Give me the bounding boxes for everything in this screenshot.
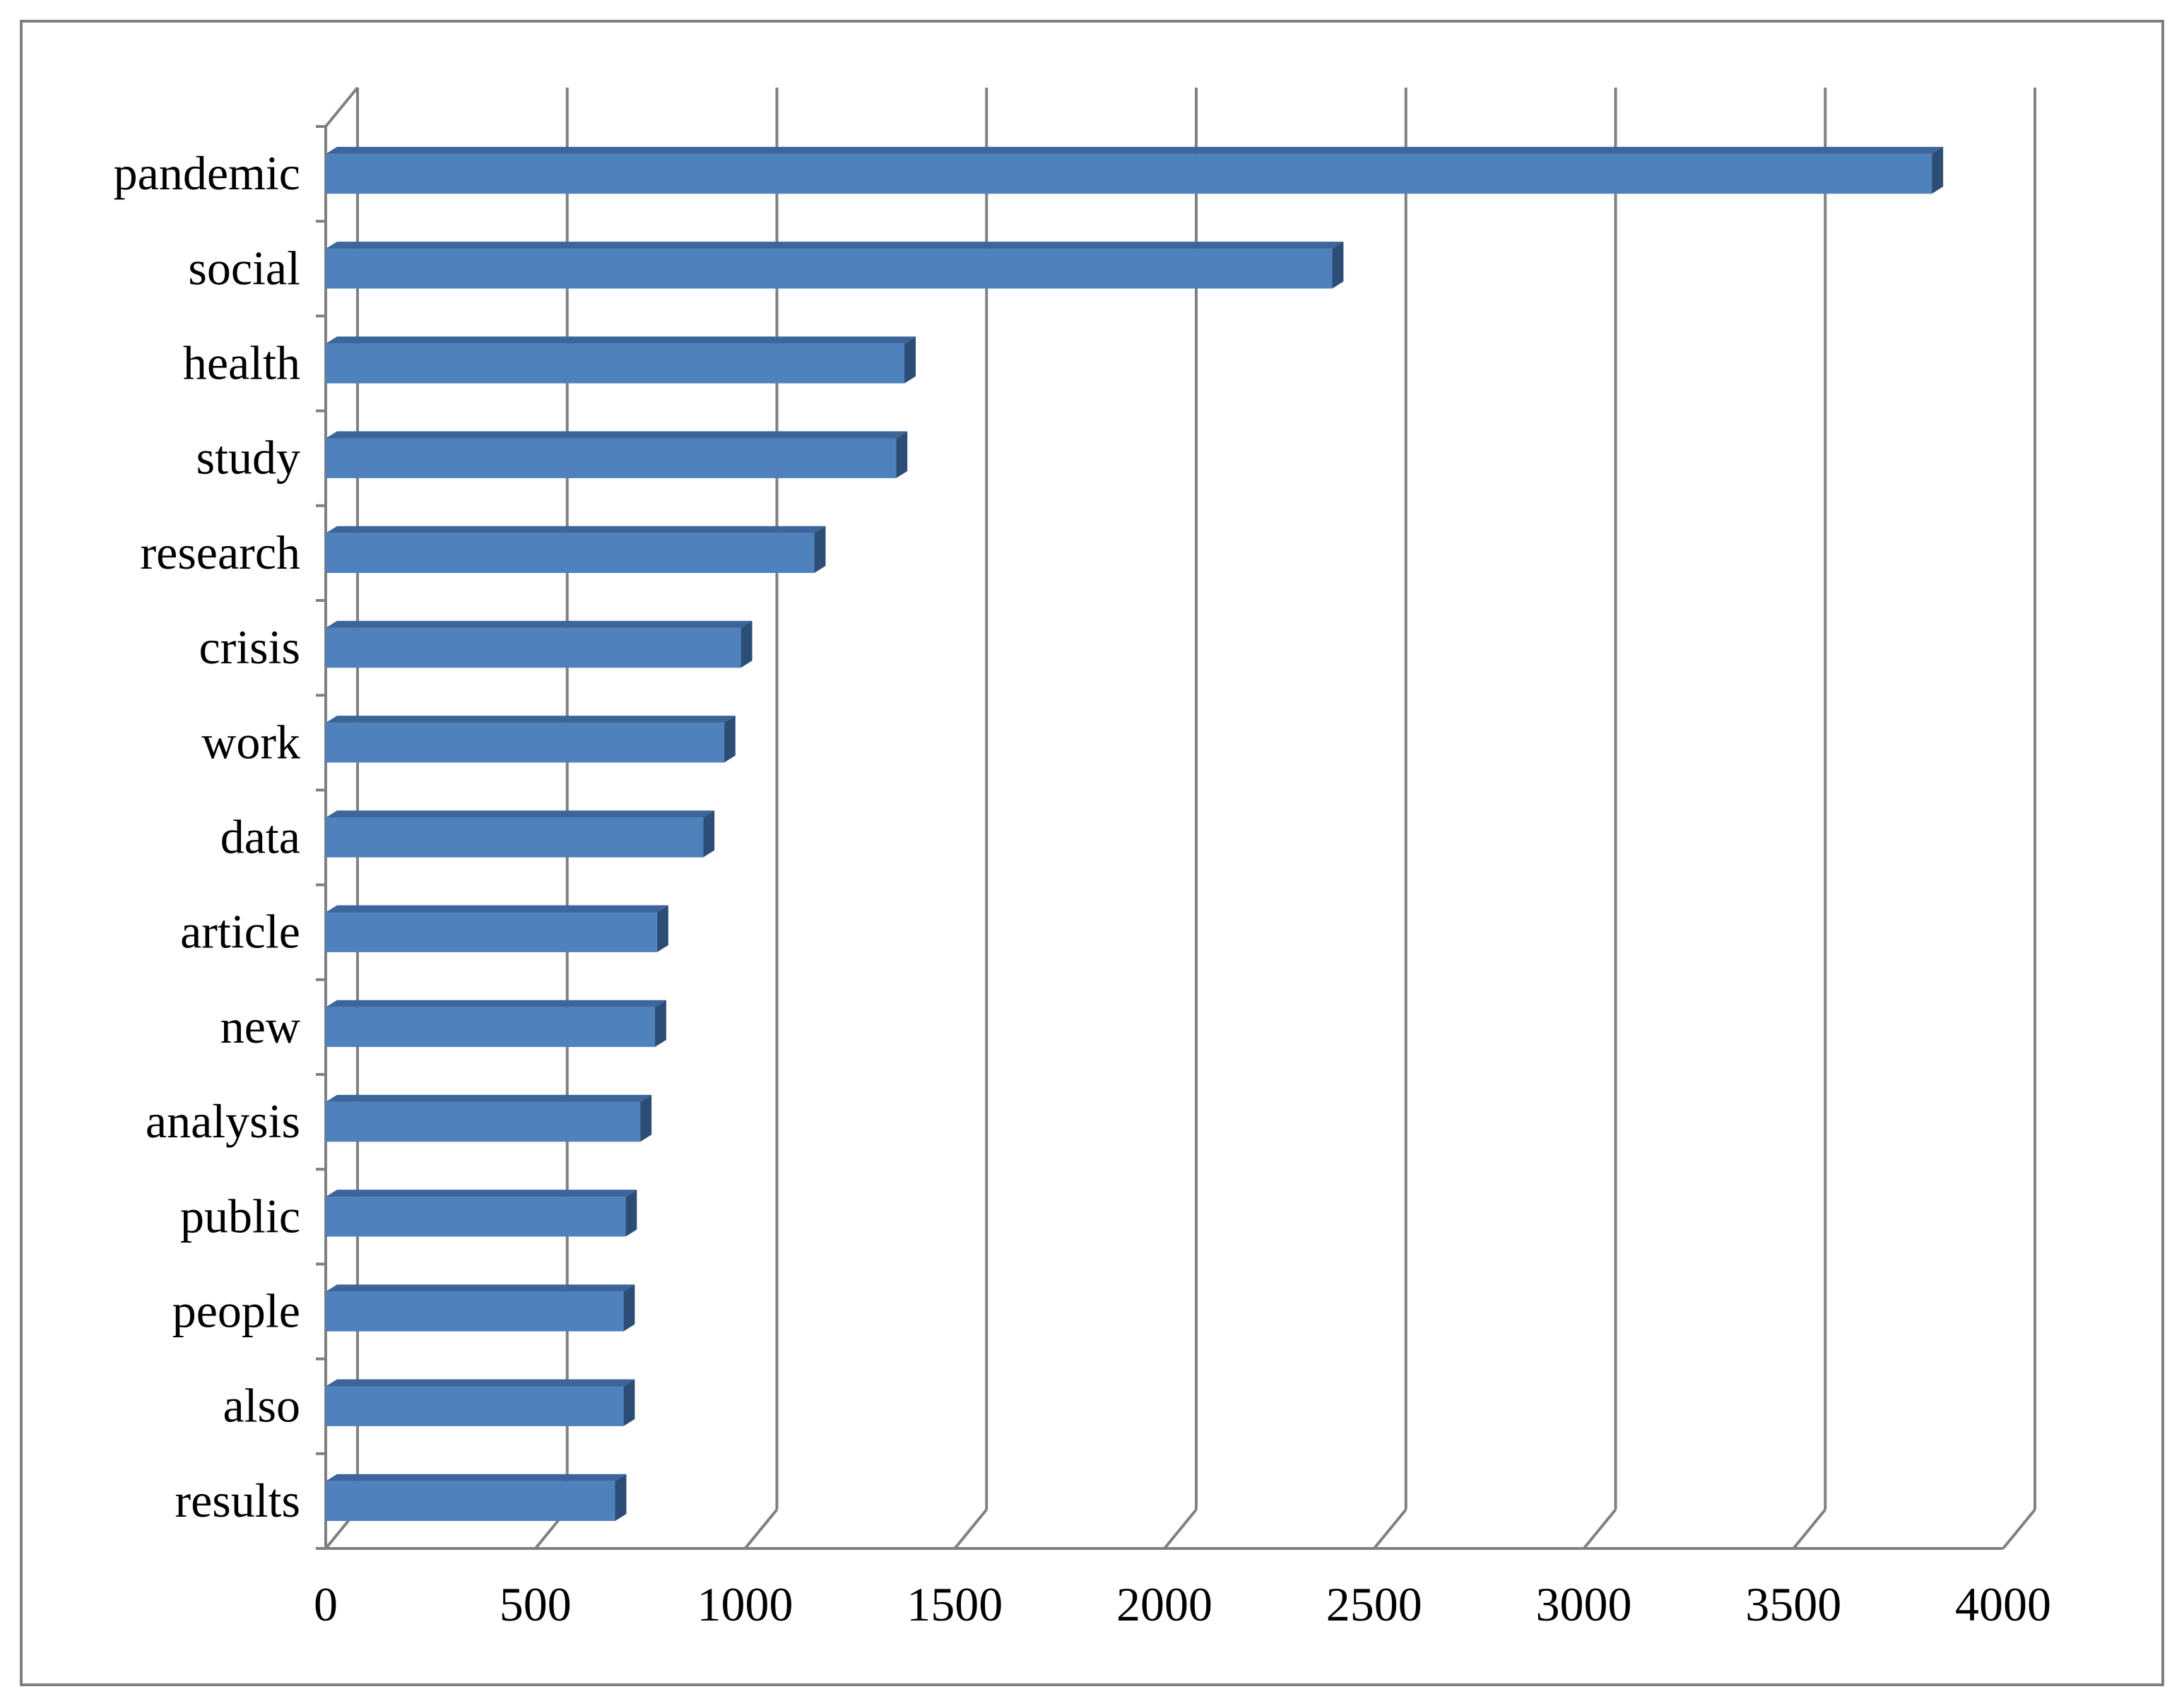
floor-gridline bbox=[743, 1508, 779, 1550]
chart-frame: pandemic social health study research crisis w… bbox=[20, 20, 2164, 1686]
category-label: also bbox=[223, 1379, 300, 1433]
bar-side-face bbox=[654, 1000, 666, 1048]
bar-top-face bbox=[326, 1474, 627, 1481]
bar-side-face bbox=[724, 716, 736, 763]
bar-side-face bbox=[740, 620, 752, 668]
bar-side-face bbox=[1332, 242, 1344, 289]
bar-data bbox=[326, 810, 715, 858]
x-tick-label: 3500 bbox=[1745, 1577, 1841, 1631]
category-label: study bbox=[196, 431, 300, 485]
bar-front-face bbox=[326, 627, 741, 668]
category-label: results bbox=[175, 1474, 300, 1527]
x-tick-label: 0 bbox=[314, 1577, 338, 1631]
bar-side-face bbox=[656, 905, 668, 952]
bar-people bbox=[326, 1284, 635, 1332]
bar-front-face bbox=[326, 1481, 615, 1522]
bar-side-face bbox=[1932, 146, 1944, 194]
x-tick-label: 500 bbox=[500, 1577, 572, 1631]
bar-front-face bbox=[326, 723, 724, 763]
category-label: data bbox=[220, 810, 300, 864]
bar-side-face bbox=[625, 1190, 637, 1237]
bar-front-face bbox=[326, 153, 1932, 194]
bar-side-face bbox=[623, 1379, 635, 1426]
bar-side-face bbox=[703, 810, 715, 858]
bar-side-face bbox=[814, 526, 826, 574]
bar-social bbox=[326, 242, 1344, 289]
bar-side-face bbox=[623, 1284, 635, 1332]
bar-top-face bbox=[326, 1094, 652, 1102]
bar-work bbox=[326, 716, 736, 763]
bar-top-face bbox=[326, 905, 668, 913]
bar-pandemic bbox=[326, 146, 1944, 194]
bar-results bbox=[326, 1474, 627, 1522]
x-tick-label: 2500 bbox=[1326, 1577, 1422, 1631]
bar-top-face bbox=[326, 146, 1944, 154]
bar-top-face bbox=[326, 1190, 637, 1197]
category-label: new bbox=[220, 1000, 300, 1053]
category-label: pandemic bbox=[114, 146, 300, 200]
category-label: analysis bbox=[146, 1094, 300, 1148]
bar-front-face bbox=[326, 1386, 624, 1426]
bar-research bbox=[326, 526, 826, 574]
bar-front-face bbox=[326, 1101, 641, 1142]
bar-front-face bbox=[326, 343, 905, 384]
category-label: crisis bbox=[199, 620, 300, 674]
floor-gridline bbox=[1792, 1508, 1826, 1550]
bar-chart: pandemic social health study research crisis w… bbox=[114, 86, 2051, 1631]
bar-analysis bbox=[326, 1094, 652, 1142]
bar-top-face bbox=[326, 1000, 666, 1007]
x-tick-label: 1000 bbox=[697, 1577, 793, 1631]
category-label: social bbox=[188, 241, 300, 295]
y-axis-top-edge bbox=[324, 86, 359, 128]
bar-also bbox=[326, 1379, 635, 1426]
bar-front-face bbox=[326, 249, 1333, 289]
bar-side-face bbox=[640, 1094, 652, 1142]
bar-top-face bbox=[326, 1379, 635, 1387]
category-label: health bbox=[183, 336, 300, 390]
floor-gridline bbox=[953, 1508, 988, 1550]
bar-study bbox=[326, 431, 908, 478]
category-label: article bbox=[180, 905, 300, 959]
bar-top-face bbox=[326, 431, 908, 439]
bar-top-face bbox=[326, 1284, 635, 1292]
x-tick-label: 2000 bbox=[1116, 1577, 1212, 1631]
bar-front-face bbox=[326, 817, 704, 858]
bars bbox=[326, 146, 1944, 1522]
floor-gridline bbox=[1163, 1508, 1198, 1550]
category-label: research bbox=[141, 526, 300, 579]
floor-gridline bbox=[1582, 1508, 1617, 1550]
bar-top-face bbox=[326, 620, 752, 628]
bar-side-face bbox=[615, 1474, 627, 1522]
x-tick-label: 3000 bbox=[1536, 1577, 1632, 1631]
bar-top-face bbox=[326, 336, 916, 344]
floor-gridline bbox=[2002, 1508, 2036, 1550]
category-label: people bbox=[172, 1284, 300, 1338]
bar-top-face bbox=[326, 716, 736, 723]
bar-top-face bbox=[326, 242, 1344, 249]
gridlines bbox=[324, 88, 2036, 1550]
bar-front-face bbox=[326, 533, 815, 574]
bar-article bbox=[326, 905, 668, 952]
bar-new bbox=[326, 1000, 666, 1048]
bar-top-face bbox=[326, 810, 715, 818]
x-tick-label: 1500 bbox=[907, 1577, 1003, 1631]
bar-front-face bbox=[326, 1291, 624, 1332]
bar-top-face bbox=[326, 526, 826, 533]
category-label: work bbox=[201, 715, 300, 769]
bar-public bbox=[326, 1190, 637, 1237]
bar-front-face bbox=[326, 912, 657, 952]
bar-crisis bbox=[326, 620, 752, 668]
x-tick-label: 4000 bbox=[1955, 1577, 2051, 1631]
bar-front-face bbox=[326, 1007, 655, 1048]
floor-gridline bbox=[1373, 1508, 1407, 1550]
category-label: public bbox=[180, 1189, 300, 1243]
bar-front-face bbox=[326, 438, 897, 478]
bar-health bbox=[326, 336, 916, 384]
bar-front-face bbox=[326, 1197, 626, 1237]
bar-side-face bbox=[896, 431, 908, 478]
category-labels: pandemic social health study research crisis w… bbox=[114, 146, 300, 1527]
bar-side-face bbox=[904, 336, 916, 384]
x-tick-labels: 0 500 1000 1500 2000 2500 3000 3500 4000 bbox=[314, 1577, 2051, 1631]
